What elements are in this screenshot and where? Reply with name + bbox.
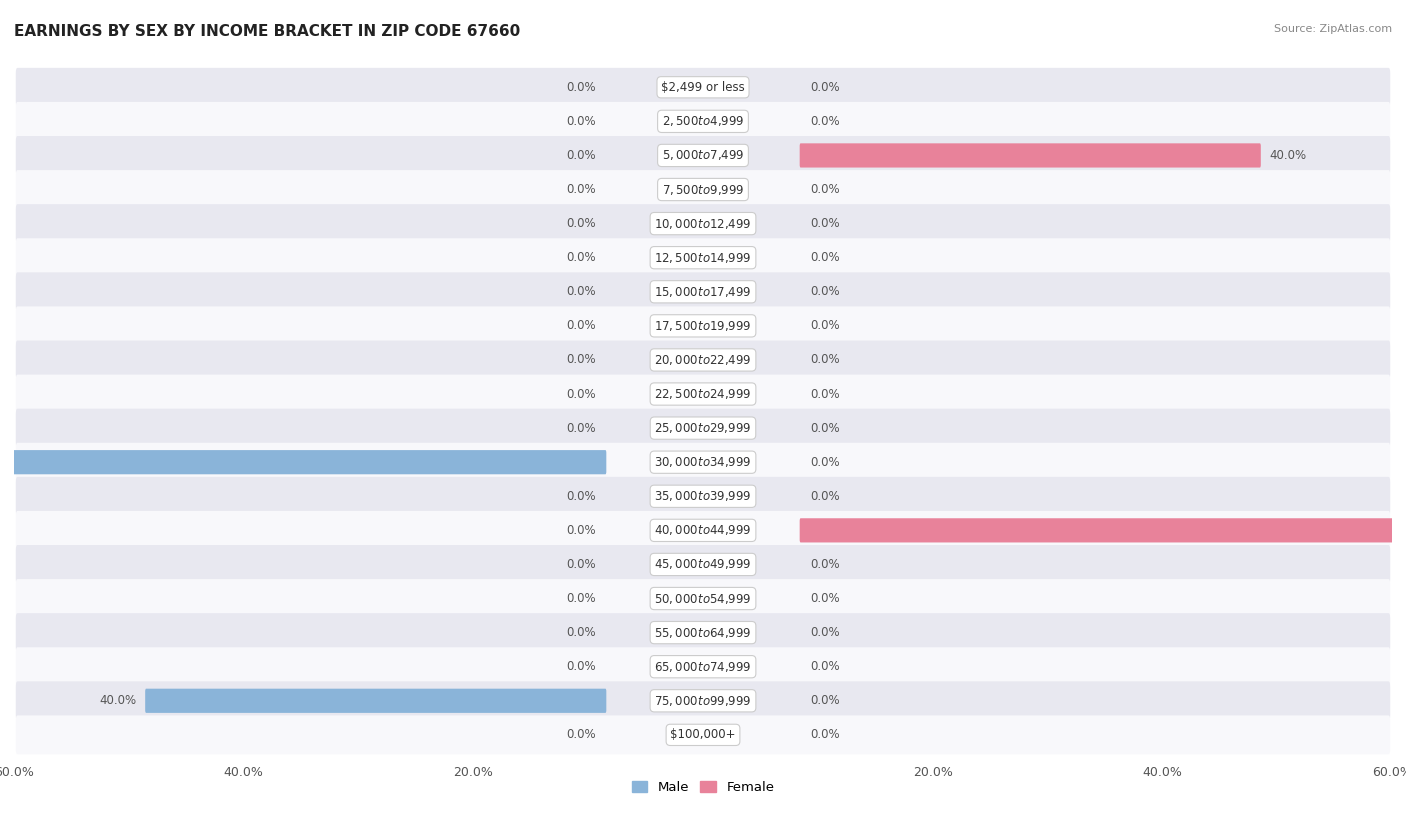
Legend: Male, Female: Male, Female	[626, 775, 780, 799]
Text: EARNINGS BY SEX BY INCOME BRACKET IN ZIP CODE 67660: EARNINGS BY SEX BY INCOME BRACKET IN ZIP…	[14, 24, 520, 39]
Text: 0.0%: 0.0%	[567, 319, 596, 332]
Text: $35,000 to $39,999: $35,000 to $39,999	[654, 489, 752, 503]
FancyBboxPatch shape	[15, 511, 1391, 549]
Text: 0.0%: 0.0%	[810, 456, 839, 469]
FancyBboxPatch shape	[15, 647, 1391, 686]
Text: 0.0%: 0.0%	[567, 252, 596, 265]
Text: 60.0%: 60.0%	[0, 765, 34, 778]
Text: 0.0%: 0.0%	[810, 252, 839, 265]
Text: 0.0%: 0.0%	[810, 490, 839, 503]
Text: 0.0%: 0.0%	[810, 729, 839, 742]
FancyBboxPatch shape	[15, 477, 1391, 516]
Text: Source: ZipAtlas.com: Source: ZipAtlas.com	[1274, 24, 1392, 34]
FancyBboxPatch shape	[15, 545, 1391, 584]
FancyBboxPatch shape	[15, 102, 1391, 141]
Text: $50,000 to $54,999: $50,000 to $54,999	[654, 592, 752, 606]
Text: 0.0%: 0.0%	[810, 660, 839, 673]
FancyBboxPatch shape	[15, 374, 1391, 414]
FancyBboxPatch shape	[15, 68, 1391, 107]
Text: $12,500 to $14,999: $12,500 to $14,999	[654, 251, 752, 265]
Text: 0.0%: 0.0%	[810, 115, 839, 128]
FancyBboxPatch shape	[15, 716, 1391, 755]
Text: 40.0%: 40.0%	[224, 765, 264, 778]
Text: 0.0%: 0.0%	[567, 626, 596, 639]
Text: $100,000+: $100,000+	[671, 729, 735, 742]
FancyBboxPatch shape	[15, 613, 1391, 652]
Text: 20.0%: 20.0%	[912, 765, 953, 778]
Text: 0.0%: 0.0%	[567, 729, 596, 742]
Text: $2,499 or less: $2,499 or less	[661, 81, 745, 94]
FancyBboxPatch shape	[0, 450, 606, 475]
Text: 0.0%: 0.0%	[567, 524, 596, 537]
Text: 60.0%: 60.0%	[1372, 765, 1406, 778]
Text: 0.0%: 0.0%	[567, 285, 596, 298]
Text: 0.0%: 0.0%	[810, 422, 839, 435]
FancyBboxPatch shape	[15, 273, 1391, 311]
Text: $10,000 to $12,499: $10,000 to $12,499	[654, 217, 752, 230]
Text: 0.0%: 0.0%	[810, 319, 839, 332]
Text: $25,000 to $29,999: $25,000 to $29,999	[654, 421, 752, 435]
FancyBboxPatch shape	[15, 681, 1391, 720]
Text: $5,000 to $7,499: $5,000 to $7,499	[662, 148, 744, 163]
Text: $65,000 to $74,999: $65,000 to $74,999	[654, 659, 752, 674]
Text: 0.0%: 0.0%	[810, 285, 839, 298]
Text: $30,000 to $34,999: $30,000 to $34,999	[654, 455, 752, 469]
Text: 0.0%: 0.0%	[810, 558, 839, 571]
Text: 0.0%: 0.0%	[810, 626, 839, 639]
Text: 0.0%: 0.0%	[567, 353, 596, 366]
FancyBboxPatch shape	[15, 340, 1391, 379]
Text: 0.0%: 0.0%	[567, 422, 596, 435]
Text: 0.0%: 0.0%	[810, 353, 839, 366]
Text: 0.0%: 0.0%	[567, 387, 596, 400]
Text: $15,000 to $17,499: $15,000 to $17,499	[654, 285, 752, 299]
Text: 0.0%: 0.0%	[810, 217, 839, 230]
FancyBboxPatch shape	[15, 579, 1391, 618]
Text: 0.0%: 0.0%	[567, 660, 596, 673]
FancyBboxPatch shape	[15, 409, 1391, 448]
Text: $17,500 to $19,999: $17,500 to $19,999	[654, 319, 752, 333]
Text: 0.0%: 0.0%	[810, 183, 839, 196]
FancyBboxPatch shape	[15, 239, 1391, 277]
Text: 0.0%: 0.0%	[567, 490, 596, 503]
Text: $75,000 to $99,999: $75,000 to $99,999	[654, 694, 752, 708]
Text: 0.0%: 0.0%	[567, 592, 596, 605]
Text: 0.0%: 0.0%	[567, 217, 596, 230]
Text: 40.0%: 40.0%	[100, 694, 136, 707]
FancyBboxPatch shape	[15, 136, 1391, 175]
Text: 0.0%: 0.0%	[810, 694, 839, 707]
FancyBboxPatch shape	[15, 170, 1391, 209]
FancyBboxPatch shape	[15, 204, 1391, 243]
FancyBboxPatch shape	[800, 143, 1261, 168]
Text: 0.0%: 0.0%	[567, 183, 596, 196]
Text: $7,500 to $9,999: $7,500 to $9,999	[662, 182, 744, 196]
Text: $45,000 to $49,999: $45,000 to $49,999	[654, 558, 752, 571]
Text: 0.0%: 0.0%	[567, 81, 596, 94]
Text: 20.0%: 20.0%	[453, 765, 494, 778]
Text: 0.0%: 0.0%	[810, 387, 839, 400]
Text: 0.0%: 0.0%	[810, 592, 839, 605]
FancyBboxPatch shape	[145, 689, 606, 713]
Text: 0.0%: 0.0%	[567, 115, 596, 128]
Text: 40.0%: 40.0%	[1270, 149, 1306, 162]
Text: $20,000 to $22,499: $20,000 to $22,499	[654, 353, 752, 367]
Text: 40.0%: 40.0%	[1142, 765, 1182, 778]
Text: 0.0%: 0.0%	[567, 558, 596, 571]
FancyBboxPatch shape	[800, 519, 1406, 542]
Text: $55,000 to $64,999: $55,000 to $64,999	[654, 626, 752, 640]
Text: 0.0%: 0.0%	[810, 81, 839, 94]
FancyBboxPatch shape	[15, 306, 1391, 345]
Text: $40,000 to $44,999: $40,000 to $44,999	[654, 523, 752, 537]
Text: $22,500 to $24,999: $22,500 to $24,999	[654, 387, 752, 401]
Text: 0.0%: 0.0%	[567, 149, 596, 162]
Text: $2,500 to $4,999: $2,500 to $4,999	[662, 114, 744, 129]
FancyBboxPatch shape	[15, 443, 1391, 482]
